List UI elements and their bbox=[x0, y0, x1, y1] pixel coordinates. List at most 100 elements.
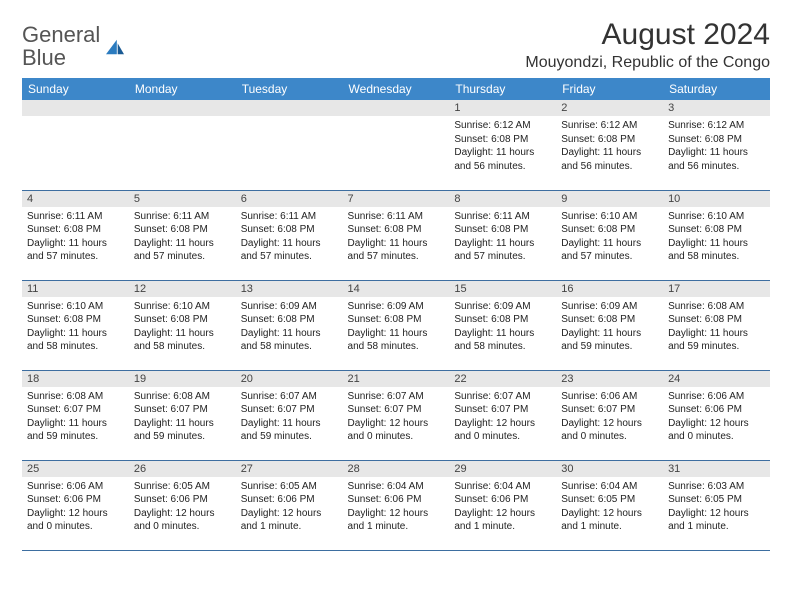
sunset-text: Sunset: 6:05 PM bbox=[561, 493, 658, 507]
calendar-day-cell: 23Sunrise: 6:06 AMSunset: 6:07 PMDayligh… bbox=[556, 370, 663, 460]
daylight-text: Daylight: 11 hours and 59 minutes. bbox=[27, 417, 124, 444]
calendar-day-cell: 31Sunrise: 6:03 AMSunset: 6:05 PMDayligh… bbox=[663, 460, 770, 550]
calendar-day-cell: 4Sunrise: 6:11 AMSunset: 6:08 PMDaylight… bbox=[22, 190, 129, 280]
day-details: Sunrise: 6:08 AMSunset: 6:07 PMDaylight:… bbox=[22, 387, 129, 446]
day-number: 9 bbox=[556, 191, 663, 207]
sunrise-text: Sunrise: 6:08 AM bbox=[134, 390, 231, 404]
calendar-day-cell: 10Sunrise: 6:10 AMSunset: 6:08 PMDayligh… bbox=[663, 190, 770, 280]
day-details: Sunrise: 6:04 AMSunset: 6:05 PMDaylight:… bbox=[556, 477, 663, 536]
daylight-text: Daylight: 11 hours and 59 minutes. bbox=[561, 327, 658, 354]
day-details: Sunrise: 6:07 AMSunset: 6:07 PMDaylight:… bbox=[449, 387, 556, 446]
sunrise-text: Sunrise: 6:07 AM bbox=[454, 390, 551, 404]
calendar-table: SundayMondayTuesdayWednesdayThursdayFrid… bbox=[22, 78, 770, 551]
sunrise-text: Sunrise: 6:11 AM bbox=[27, 210, 124, 224]
sunrise-text: Sunrise: 6:03 AM bbox=[668, 480, 765, 494]
daylight-text: Daylight: 11 hours and 56 minutes. bbox=[454, 146, 551, 173]
day-details: Sunrise: 6:09 AMSunset: 6:08 PMDaylight:… bbox=[343, 297, 450, 356]
calendar-day-cell: 29Sunrise: 6:04 AMSunset: 6:06 PMDayligh… bbox=[449, 460, 556, 550]
header: General Blue August 2024 Mouyondzi, Repu… bbox=[22, 18, 770, 72]
daylight-text: Daylight: 12 hours and 0 minutes. bbox=[348, 417, 445, 444]
day-details: Sunrise: 6:05 AMSunset: 6:06 PMDaylight:… bbox=[129, 477, 236, 536]
sunrise-text: Sunrise: 6:06 AM bbox=[561, 390, 658, 404]
sunset-text: Sunset: 6:08 PM bbox=[454, 223, 551, 237]
daylight-text: Daylight: 12 hours and 0 minutes. bbox=[27, 507, 124, 534]
calendar-day-cell bbox=[343, 100, 450, 190]
weekday-header: Friday bbox=[556, 78, 663, 100]
calendar-day-cell: 11Sunrise: 6:10 AMSunset: 6:08 PMDayligh… bbox=[22, 280, 129, 370]
sunrise-text: Sunrise: 6:09 AM bbox=[348, 300, 445, 314]
sunset-text: Sunset: 6:07 PM bbox=[561, 403, 658, 417]
sunrise-text: Sunrise: 6:12 AM bbox=[561, 119, 658, 133]
weekday-header: Monday bbox=[129, 78, 236, 100]
day-details bbox=[343, 116, 450, 176]
sunset-text: Sunset: 6:08 PM bbox=[241, 223, 338, 237]
weekday-header: Wednesday bbox=[343, 78, 450, 100]
day-number: 4 bbox=[22, 191, 129, 207]
calendar-day-cell: 16Sunrise: 6:09 AMSunset: 6:08 PMDayligh… bbox=[556, 280, 663, 370]
calendar-week-row: 1Sunrise: 6:12 AMSunset: 6:08 PMDaylight… bbox=[22, 100, 770, 190]
calendar-day-cell: 2Sunrise: 6:12 AMSunset: 6:08 PMDaylight… bbox=[556, 100, 663, 190]
day-details: Sunrise: 6:12 AMSunset: 6:08 PMDaylight:… bbox=[449, 116, 556, 175]
sunrise-text: Sunrise: 6:10 AM bbox=[134, 300, 231, 314]
calendar-day-cell: 26Sunrise: 6:05 AMSunset: 6:06 PMDayligh… bbox=[129, 460, 236, 550]
day-number: 26 bbox=[129, 461, 236, 477]
day-number: 18 bbox=[22, 371, 129, 387]
sunset-text: Sunset: 6:08 PM bbox=[561, 313, 658, 327]
daylight-text: Daylight: 11 hours and 58 minutes. bbox=[348, 327, 445, 354]
calendar-day-cell: 9 Sunrise: 6:10 AMSunset: 6:08 PMDaylight… bbox=[556, 190, 663, 280]
daylight-text: Daylight: 12 hours and 0 minutes. bbox=[134, 507, 231, 534]
sunset-text: Sunset: 6:08 PM bbox=[27, 313, 124, 327]
day-details: Sunrise: 6:08 AMSunset: 6:07 PMDaylight:… bbox=[129, 387, 236, 446]
logo-text: General Blue bbox=[22, 24, 100, 70]
daylight-text: Daylight: 11 hours and 56 minutes. bbox=[668, 146, 765, 173]
daylight-text: Daylight: 11 hours and 59 minutes. bbox=[134, 417, 231, 444]
sunrise-text: Sunrise: 6:07 AM bbox=[241, 390, 338, 404]
calendar-day-cell: 30Sunrise: 6:04 AMSunset: 6:05 PMDayligh… bbox=[556, 460, 663, 550]
daylight-text: Daylight: 12 hours and 0 minutes. bbox=[668, 417, 765, 444]
calendar-body: 1Sunrise: 6:12 AMSunset: 6:08 PMDaylight… bbox=[22, 100, 770, 550]
logo: General Blue bbox=[22, 18, 126, 70]
day-details: Sunrise: 6:07 AMSunset: 6:07 PMDaylight:… bbox=[343, 387, 450, 446]
sunset-text: Sunset: 6:06 PM bbox=[454, 493, 551, 507]
daylight-text: Daylight: 11 hours and 59 minutes. bbox=[668, 327, 765, 354]
sunrise-text: Sunrise: 6:10 AM bbox=[561, 210, 658, 224]
title-block: August 2024 Mouyondzi, Republic of the C… bbox=[525, 18, 770, 72]
day-details: Sunrise: 6:07 AMSunset: 6:07 PMDaylight:… bbox=[236, 387, 343, 446]
sunset-text: Sunset: 6:07 PM bbox=[27, 403, 124, 417]
sunrise-text: Sunrise: 6:04 AM bbox=[454, 480, 551, 494]
day-details: Sunrise: 6:04 AMSunset: 6:06 PMDaylight:… bbox=[343, 477, 450, 536]
day-details: Sunrise: 6:11 AMSunset: 6:08 PMDaylight:… bbox=[343, 207, 450, 266]
daylight-text: Daylight: 11 hours and 56 minutes. bbox=[561, 146, 658, 173]
day-number: 21 bbox=[343, 371, 450, 387]
sunrise-text: Sunrise: 6:05 AM bbox=[134, 480, 231, 494]
sunrise-text: Sunrise: 6:08 AM bbox=[27, 390, 124, 404]
daylight-text: Daylight: 12 hours and 0 minutes. bbox=[561, 417, 658, 444]
sunset-text: Sunset: 6:08 PM bbox=[134, 223, 231, 237]
calendar-day-cell: 21Sunrise: 6:07 AMSunset: 6:07 PMDayligh… bbox=[343, 370, 450, 460]
day-number: 13 bbox=[236, 281, 343, 297]
day-number bbox=[129, 100, 236, 116]
day-details: Sunrise: 6:09 AMSunset: 6:08 PMDaylight:… bbox=[236, 297, 343, 356]
weekday-header: Saturday bbox=[663, 78, 770, 100]
daylight-text: Daylight: 11 hours and 57 minutes. bbox=[561, 237, 658, 264]
day-details: Sunrise: 6:11 AMSunset: 6:08 PMDaylight:… bbox=[236, 207, 343, 266]
sunset-text: Sunset: 6:08 PM bbox=[668, 133, 765, 147]
sunset-text: Sunset: 6:06 PM bbox=[241, 493, 338, 507]
calendar-day-cell: 22Sunrise: 6:07 AMSunset: 6:07 PMDayligh… bbox=[449, 370, 556, 460]
day-details: Sunrise: 6:10 AMSunset: 6:08 PMDaylight:… bbox=[129, 297, 236, 356]
sunset-text: Sunset: 6:08 PM bbox=[134, 313, 231, 327]
day-number: 3 bbox=[663, 100, 770, 116]
daylight-text: Daylight: 11 hours and 58 minutes. bbox=[454, 327, 551, 354]
sunset-text: Sunset: 6:07 PM bbox=[241, 403, 338, 417]
day-number: 14 bbox=[343, 281, 450, 297]
daylight-text: Daylight: 12 hours and 1 minute. bbox=[454, 507, 551, 534]
sunrise-text: Sunrise: 6:10 AM bbox=[27, 300, 124, 314]
day-number: 31 bbox=[663, 461, 770, 477]
sunrise-text: Sunrise: 6:12 AM bbox=[668, 119, 765, 133]
calendar-day-cell: 15Sunrise: 6:09 AMSunset: 6:08 PMDayligh… bbox=[449, 280, 556, 370]
day-number: 1 bbox=[449, 100, 556, 116]
sunset-text: Sunset: 6:08 PM bbox=[561, 223, 658, 237]
day-details bbox=[22, 116, 129, 176]
calendar-week-row: 18Sunrise: 6:08 AMSunset: 6:07 PMDayligh… bbox=[22, 370, 770, 460]
sunrise-text: Sunrise: 6:11 AM bbox=[241, 210, 338, 224]
